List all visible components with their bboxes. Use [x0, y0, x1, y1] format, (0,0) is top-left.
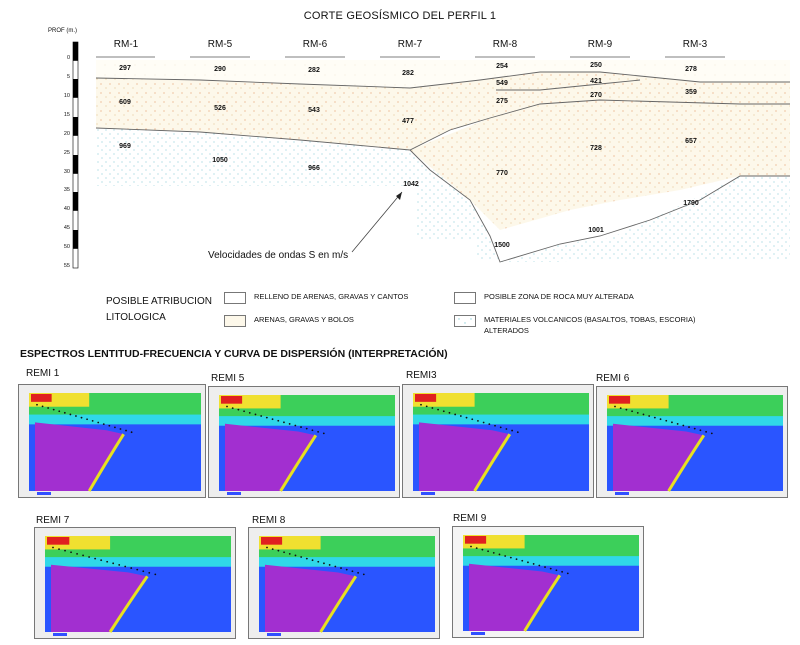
velocity-value: 1042 [403, 181, 419, 188]
velocity-value: 770 [496, 170, 508, 177]
legend-label-roca-alterada: POSIBLE ZONA DE ROCA MUY ALTERADA [484, 292, 634, 301]
spectrum-panel-remi9 [452, 526, 644, 638]
velocity-annotation: Velocidades de ondas S en m/s [208, 250, 349, 261]
column-label-rm8: RM-8 [492, 39, 518, 50]
legend-swatch-volcanicos [454, 315, 476, 327]
velocity-value: 270 [590, 92, 602, 99]
spectrum-panel-remi3 [402, 384, 594, 498]
depth-tick: 40 [63, 206, 70, 212]
depth-tick: 5 [66, 74, 70, 80]
velocity-value: 250 [590, 62, 602, 69]
velocity-value: 477 [402, 118, 414, 125]
spectrum-label: REMI 8 [252, 515, 286, 526]
depth-tick: 45 [63, 225, 70, 231]
velocity-value: 282 [308, 67, 320, 74]
depth-axis-label: PROF (m.) [48, 28, 77, 34]
boundary-3 [409, 149, 790, 263]
velocity-value: 275 [496, 98, 508, 105]
boundary-1 [95, 71, 790, 89]
spectrum-panel-remi1 [18, 384, 206, 498]
column-label-rm1: RM-1 [113, 39, 139, 50]
layer-top-fill [96, 60, 790, 88]
column-label-rm6: RM-6 [302, 39, 328, 50]
velocity-value: 657 [685, 138, 697, 145]
spectrum-label: REMI 1 [26, 368, 60, 379]
legend-label-volcanicos: MATERIALES VOLCANICOS (BASALTOS, TOBAS, … [484, 315, 696, 324]
velocity-value: 297 [119, 65, 131, 72]
annotation-arrowhead [396, 192, 402, 200]
velocity-value: 290 [214, 66, 226, 73]
velocity-value: 609 [119, 99, 131, 106]
velocity-value: 969 [119, 143, 131, 150]
depth-tick: 50 [63, 244, 70, 250]
depth-tick: 55 [63, 263, 70, 269]
depth-tick: 15 [63, 112, 70, 118]
boundary-2 [95, 99, 790, 151]
spectrum-label: REMI 7 [36, 515, 70, 526]
depth-tick: 0 [66, 55, 70, 61]
spectrum-label: REMI 6 [596, 373, 630, 384]
layer-volcanic-right [410, 150, 790, 262]
profile-title: CORTE GEOSÍSMICO DEL PERFIL 1 [303, 10, 497, 22]
depth-tick: 30 [63, 169, 70, 175]
velocity-value: 1500 [494, 242, 510, 249]
velocity-value: 728 [590, 145, 602, 152]
depth-tick: 10 [63, 93, 70, 99]
spectrum-label: REMI 9 [453, 513, 487, 524]
layer-second-fill [96, 72, 790, 150]
depth-tick: 35 [63, 187, 70, 193]
velocity-value: 543 [308, 107, 320, 114]
spectrum-panel-remi6 [596, 386, 788, 498]
boundary-rm8-inner [496, 79, 641, 91]
layer-third-fill [96, 100, 790, 230]
depth-tick: 20 [63, 131, 70, 137]
column-label-rm9: RM-9 [587, 39, 613, 50]
depth-ruler [72, 41, 79, 269]
column-label-rm7: RM-7 [397, 39, 423, 50]
velocity-value: 1001 [588, 227, 604, 234]
spectrum-panel-remi8 [248, 527, 440, 639]
spectrum-label: REMI 5 [211, 373, 245, 384]
spectra-section-title: ESPECTROS LENTITUD-FRECUENCIA Y CURVA DE… [20, 348, 448, 360]
legend-swatch-relleno [224, 292, 246, 304]
velocity-value: 1050 [212, 157, 228, 164]
velocity-value: 278 [685, 66, 697, 73]
column-label-rm3: RM-3 [682, 39, 708, 50]
spectrum-panel-remi7 [34, 527, 236, 639]
velocity-value: 282 [402, 70, 414, 77]
velocity-value: 1790 [683, 200, 699, 207]
attribution-title-line2: LITOLOGICA [106, 312, 166, 323]
velocity-value: 421 [590, 78, 602, 85]
velocity-value: 966 [308, 165, 320, 172]
geoseismic-cross-section [72, 41, 796, 280]
legend-swatch-roca-alterada [454, 292, 476, 304]
attribution-title-line1: POSIBLE ATRIBUCION [106, 296, 212, 307]
depth-tick: 25 [63, 150, 70, 156]
legend-label-arenas: ARENAS, GRAVAS Y BOLOS [254, 315, 354, 324]
velocity-value: 359 [685, 89, 697, 96]
velocity-value: 549 [496, 80, 508, 87]
legend-label-volcanicos-line2: ALTERADOS [484, 326, 529, 335]
legend-swatch-arenas [224, 315, 246, 327]
spectrum-panel-remi5 [208, 386, 400, 498]
velocity-value: 254 [496, 63, 508, 70]
annotation-arrow-line [351, 191, 403, 253]
velocity-value: 526 [214, 105, 226, 112]
column-label-rm5: RM-5 [207, 39, 233, 50]
layer-volcanic-left [96, 128, 410, 186]
spectrum-label: REMI3 [406, 370, 437, 381]
legend-label-relleno: RELLENO DE ARENAS, GRAVAS Y CANTOS [254, 292, 409, 301]
